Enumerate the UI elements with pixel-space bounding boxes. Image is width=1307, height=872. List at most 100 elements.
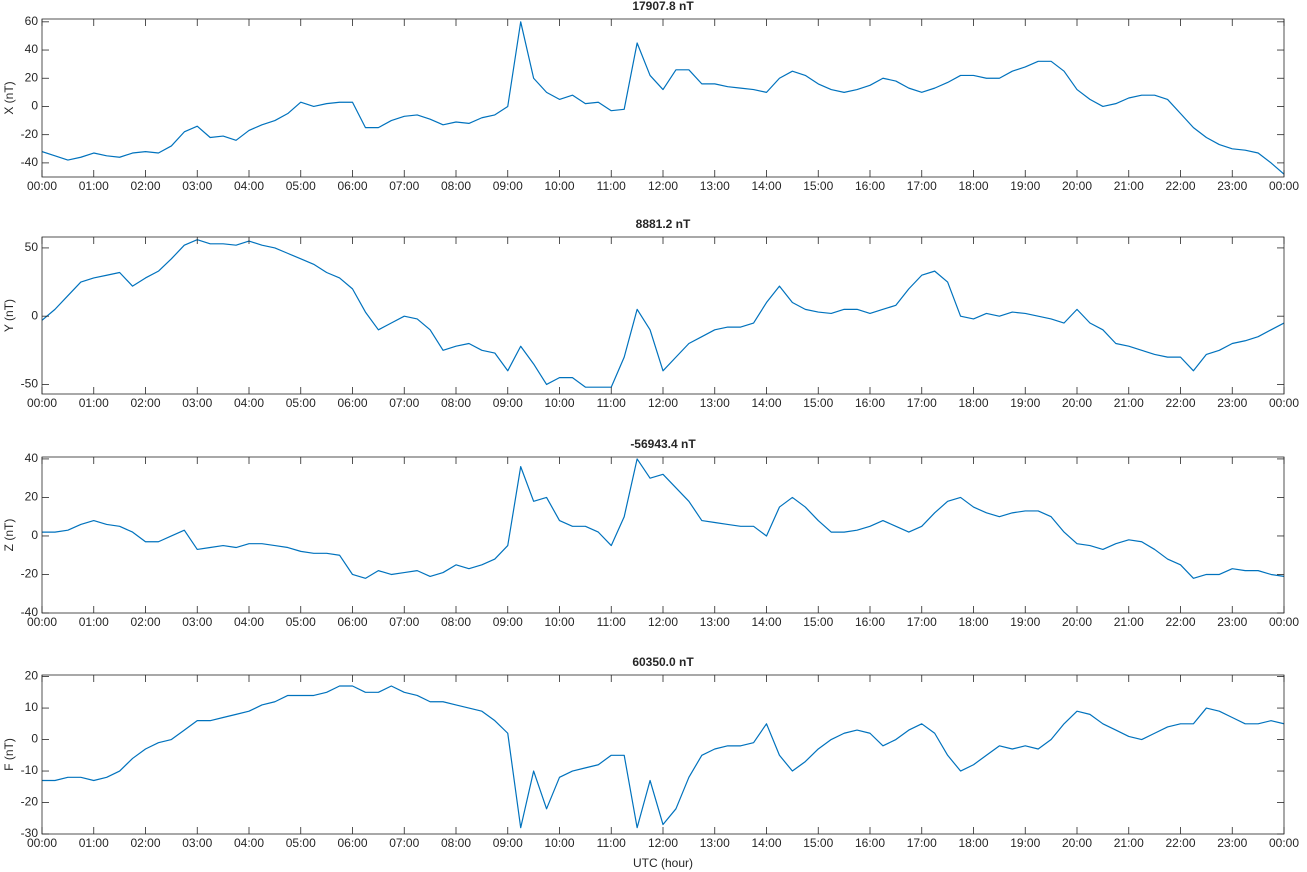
y-tick-label: 0 [31, 732, 38, 746]
x-tick-label: 10:00 [544, 836, 574, 850]
x-tick-label: 00:00 [27, 836, 57, 850]
y-tick-label: 40 [25, 42, 39, 56]
x-tick-label: 21:00 [1114, 615, 1144, 629]
x-tick-label: 18:00 [958, 615, 988, 629]
x-tick-label: 04:00 [234, 836, 264, 850]
x-tick-label: 18:00 [958, 396, 988, 410]
x-tick-label: 19:00 [1010, 396, 1040, 410]
x-tick-label: 16:00 [855, 179, 885, 193]
x-tick-label: 00:00 [27, 179, 57, 193]
y-tick-label: -20 [21, 127, 39, 141]
x-tick-label: 07:00 [389, 179, 419, 193]
x-tick-label: 08:00 [441, 396, 471, 410]
x-tick-label: 07:00 [389, 615, 419, 629]
x-tick-label: 02:00 [130, 179, 160, 193]
plot-area [42, 237, 1284, 394]
x-tick-label: 23:00 [1217, 615, 1247, 629]
x-axis-label: UTC (hour) [633, 856, 693, 870]
plot-area [42, 19, 1284, 177]
y-tick-label: -30 [21, 826, 39, 840]
x-tick-label: 14:00 [751, 179, 781, 193]
x-tick-label: 06:00 [337, 396, 367, 410]
x-tick-label: 08:00 [441, 836, 471, 850]
x-tick-label: 07:00 [389, 396, 419, 410]
x-tick-label: 00:00 [1269, 615, 1299, 629]
x-tick-label: 03:00 [182, 836, 212, 850]
x-tick-label: 03:00 [182, 179, 212, 193]
data-line [42, 21, 1284, 175]
x-tick-label: 20:00 [1062, 179, 1092, 193]
x-tick-label: 12:00 [648, 179, 678, 193]
data-line [42, 458, 1284, 579]
y-tick-label: 20 [25, 669, 39, 683]
y-tick-label: -10 [21, 763, 39, 777]
x-tick-label: 06:00 [337, 615, 367, 629]
y-tick-label: -40 [21, 155, 39, 169]
x-tick-label: 09:00 [493, 836, 523, 850]
x-tick-label: 11:00 [597, 615, 626, 629]
x-tick-label: 15:00 [803, 615, 833, 629]
y-tick-label: 20 [25, 70, 39, 84]
x-tick-label: 15:00 [803, 836, 833, 850]
y-axis-label: F (nT) [2, 738, 16, 771]
plot-clip [42, 21, 1284, 175]
x-tick-label: 10:00 [544, 615, 574, 629]
x-tick-label: 06:00 [337, 836, 367, 850]
plot-area [42, 457, 1284, 613]
x-tick-label: 20:00 [1062, 836, 1092, 850]
y-tick-label: 0 [31, 99, 38, 113]
x-tick-label: 13:00 [700, 179, 730, 193]
x-tick-label: 10:00 [544, 396, 574, 410]
y-tick-label: 60 [25, 14, 39, 28]
x-tick-label: 23:00 [1217, 179, 1247, 193]
x-tick-label: 00:00 [27, 396, 57, 410]
y-tick-label: -40 [21, 605, 39, 619]
y-axis-label: Z (nT) [2, 519, 16, 552]
plot-clip [42, 458, 1284, 579]
x-tick-label: 12:00 [648, 396, 678, 410]
x-tick-label: 16:00 [855, 396, 885, 410]
x-tick-label: 17:00 [907, 396, 937, 410]
x-tick-label: 15:00 [803, 396, 833, 410]
x-tick-label: 00:00 [1269, 836, 1299, 850]
x-tick-label: 22:00 [1165, 179, 1195, 193]
x-tick-label: 21:00 [1114, 396, 1144, 410]
x-tick-label: 00:00 [1269, 179, 1299, 193]
y-tick-label: 0 [31, 528, 38, 542]
x-tick-label: 19:00 [1010, 615, 1040, 629]
x-tick-label: 23:00 [1217, 836, 1247, 850]
x-tick-label: 07:00 [389, 836, 419, 850]
y-axis-label: X (nT) [2, 81, 16, 114]
x-tick-label: 22:00 [1165, 836, 1195, 850]
x-tick-label: 16:00 [855, 615, 885, 629]
x-tick-label: 17:00 [907, 615, 937, 629]
x-tick-label: 02:00 [130, 836, 160, 850]
x-tick-label: 05:00 [286, 615, 316, 629]
x-tick-label: 18:00 [958, 179, 988, 193]
x-tick-label: 19:00 [1010, 836, 1040, 850]
chart-title: 8881.2 nT [636, 217, 691, 231]
data-line [42, 685, 1284, 829]
x-tick-label: 10:00 [544, 179, 574, 193]
x-tick-label: 23:00 [1217, 396, 1247, 410]
x-tick-label: 15:00 [803, 179, 833, 193]
x-tick-label: 13:00 [700, 836, 730, 850]
x-tick-label: 00:00 [1269, 396, 1299, 410]
x-tick-label: 17:00 [907, 836, 937, 850]
x-tick-label: 05:00 [286, 396, 316, 410]
x-tick-label: 11:00 [597, 396, 626, 410]
x-tick-label: 17:00 [907, 179, 937, 193]
y-tick-label: 10 [25, 700, 39, 714]
x-tick-label: 09:00 [493, 179, 523, 193]
x-tick-label: 16:00 [855, 836, 885, 850]
x-tick-label: 19:00 [1010, 179, 1040, 193]
x-tick-label: 22:00 [1165, 615, 1195, 629]
x-tick-label: 14:00 [751, 396, 781, 410]
x-tick-label: 11:00 [597, 179, 626, 193]
x-tick-label: 03:00 [182, 615, 212, 629]
x-tick-label: 00:00 [27, 615, 57, 629]
y-tick-label: -20 [21, 795, 39, 809]
x-tick-label: 01:00 [79, 179, 109, 193]
y-tick-label: 20 [25, 490, 39, 504]
plot-area [42, 675, 1284, 834]
